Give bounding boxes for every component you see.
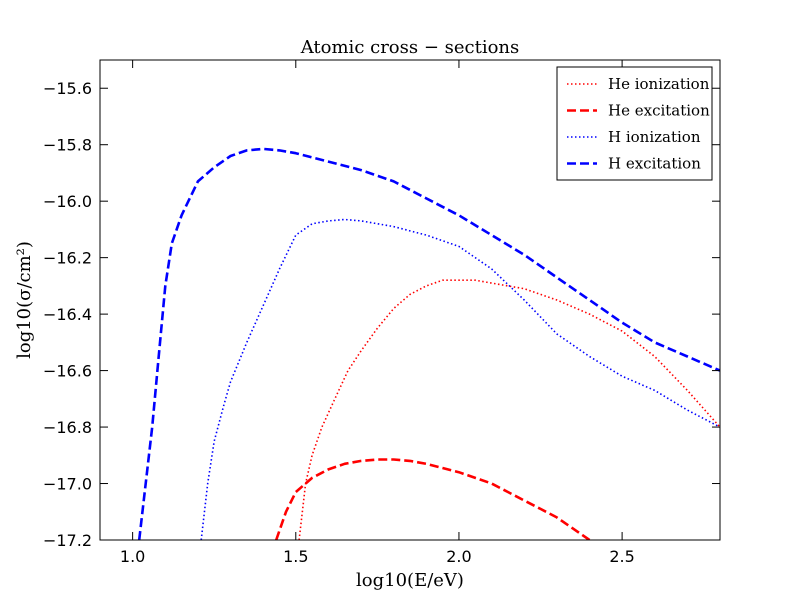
y-tick-label: −17.0 <box>43 475 92 494</box>
y-tick-label: −16.0 <box>43 192 92 211</box>
x-axis-label: log10(E/eV) <box>356 570 464 591</box>
y-tick-label: −16.4 <box>43 305 92 324</box>
x-tick-label: 1.5 <box>283 547 308 566</box>
y-axis-label: log10(σ/cm²) <box>14 241 35 359</box>
series-line-h-ionization <box>200 218 720 540</box>
legend-label: He excitation <box>608 102 710 120</box>
legend-box <box>556 66 713 181</box>
y-tick-label: −16.6 <box>43 362 92 381</box>
x-tick-label: 2.0 <box>446 547 471 566</box>
series-line-h-excitation <box>137 147 720 540</box>
ticks-layer: 1.0 1.5 2.0 2.5 −15.6 −15.8 −16.0 −16.2 −16.4 −16… <box>43 60 720 566</box>
y-tick-label: −17.2 <box>43 531 92 550</box>
chart-title: Atomic cross − sections <box>300 37 520 58</box>
legend-label: H ionization <box>608 128 701 146</box>
x-tick-label: 2.5 <box>609 547 634 566</box>
legend: He ionization He excitation H ionization H … <box>556 66 713 181</box>
legend-label: He ionization <box>608 75 710 93</box>
y-tick-label: −15.6 <box>43 79 92 98</box>
series-layer <box>137 147 720 540</box>
legend-label: H excitation <box>608 155 701 173</box>
y-tick-label: −16.8 <box>43 418 92 437</box>
plot-frame <box>99 59 721 541</box>
x-tick-label: 1.0 <box>120 547 145 566</box>
y-tick-label: −15.8 <box>43 136 92 155</box>
series-line-he-excitation <box>274 458 591 540</box>
y-tick-label: −16.2 <box>43 249 92 268</box>
